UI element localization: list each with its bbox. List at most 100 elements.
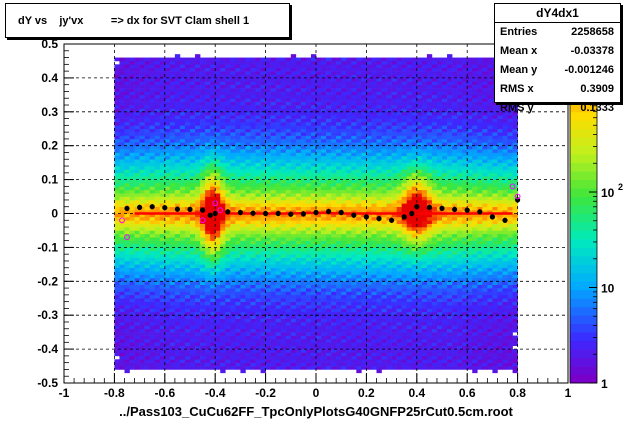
heatmap-cell bbox=[119, 298, 125, 302]
heatmap-cell bbox=[326, 335, 332, 340]
heatmap-cell bbox=[336, 162, 342, 167]
heatmap-cell bbox=[376, 94, 382, 99]
heatmap-cell bbox=[159, 81, 166, 85]
heatmap-cell bbox=[205, 230, 211, 235]
heatmap-cell bbox=[164, 121, 171, 126]
heatmap-cell bbox=[169, 57, 176, 62]
heatmap-cell bbox=[265, 328, 271, 333]
heatmap-cell bbox=[270, 57, 276, 62]
heatmap-cell bbox=[205, 155, 211, 160]
heatmap-cell bbox=[235, 352, 241, 357]
heatmap-cell bbox=[336, 128, 342, 133]
heatmap-cell bbox=[316, 271, 322, 275]
heatmap-cell bbox=[124, 271, 130, 275]
heatmap-cell bbox=[174, 220, 181, 224]
heatmap-cell bbox=[184, 159, 191, 163]
heatmap-cell bbox=[326, 138, 332, 143]
heatmap-cell bbox=[240, 325, 246, 330]
heatmap-cell bbox=[159, 366, 166, 370]
heatmap-cell bbox=[205, 345, 211, 350]
heatmap-cell bbox=[321, 267, 327, 272]
heatmap-cell bbox=[190, 132, 196, 136]
heatmap-cell bbox=[371, 288, 377, 292]
heatmap-cell bbox=[179, 260, 186, 265]
heatmap-cell bbox=[275, 169, 282, 174]
heatmap-cell bbox=[205, 94, 211, 99]
heatmap-cell bbox=[270, 355, 276, 360]
heatmap-cell bbox=[245, 142, 251, 146]
heatmap-cell bbox=[225, 176, 231, 180]
heatmap-cell bbox=[205, 298, 211, 302]
heatmap-cell bbox=[321, 345, 327, 350]
heatmap-cell bbox=[346, 366, 352, 370]
heatmap-cell bbox=[154, 274, 161, 279]
heatmap-cell bbox=[361, 176, 367, 180]
heatmap-cell bbox=[341, 328, 347, 333]
heatmap-cell bbox=[326, 182, 332, 187]
heatmap-cell bbox=[200, 128, 206, 133]
heatmap-cell bbox=[361, 237, 367, 241]
heatmap-cell bbox=[326, 145, 332, 150]
heatmap-cell bbox=[240, 74, 246, 79]
heatmap-cell bbox=[195, 277, 201, 282]
heatmap-cell bbox=[316, 281, 322, 285]
heatmap-cell bbox=[316, 216, 322, 221]
heatmap-cell bbox=[371, 57, 377, 62]
heatmap-cell bbox=[351, 111, 357, 116]
heatmap-cell bbox=[174, 240, 181, 245]
heatmap-cell bbox=[184, 169, 191, 174]
heatmap-cell bbox=[305, 305, 312, 309]
heatmap-cell bbox=[205, 98, 211, 102]
heatmap-cell bbox=[225, 189, 231, 194]
heatmap-cell bbox=[144, 240, 150, 245]
heatmap-cell bbox=[245, 257, 251, 262]
heatmap-cell bbox=[240, 118, 246, 123]
heatmap-cell bbox=[225, 145, 231, 150]
heatmap-cell bbox=[174, 182, 181, 187]
heatmap-cell bbox=[124, 60, 130, 65]
heatmap-cell bbox=[316, 169, 322, 174]
heatmap-cell bbox=[225, 81, 231, 85]
heatmap-cell bbox=[270, 210, 276, 214]
heatmap-cell bbox=[220, 67, 226, 72]
heatmap-cell bbox=[190, 311, 196, 316]
heatmap-cell bbox=[300, 264, 307, 269]
heatmap-cell bbox=[124, 328, 130, 333]
heatmap-cell bbox=[265, 244, 271, 248]
heatmap-cell bbox=[139, 128, 145, 133]
heatmap-cell bbox=[371, 67, 377, 72]
heatmap-cell bbox=[245, 115, 251, 119]
heatmap-cell bbox=[215, 359, 221, 363]
heatmap-cell bbox=[316, 162, 322, 167]
heatmap-cell bbox=[144, 311, 150, 316]
heatmap-cell bbox=[381, 193, 387, 197]
heatmap-cell bbox=[205, 67, 211, 72]
heatmap-cell bbox=[119, 125, 125, 130]
heatmap-cell bbox=[321, 145, 327, 150]
heatmap-cell bbox=[205, 121, 211, 126]
heatmap-cell bbox=[310, 54, 317, 58]
heatmap-cell bbox=[275, 176, 282, 180]
heatmap-cell bbox=[119, 291, 125, 296]
heatmap-cell bbox=[351, 179, 357, 184]
heatmap-cell bbox=[356, 338, 362, 343]
heatmap-cell bbox=[376, 142, 382, 146]
heatmap-cell bbox=[210, 254, 216, 258]
heatmap-cell bbox=[255, 321, 261, 326]
heatmap-cell bbox=[336, 193, 342, 197]
heatmap-cell bbox=[169, 149, 176, 153]
heatmap-cell bbox=[179, 318, 186, 323]
heatmap-cell bbox=[184, 247, 191, 252]
heatmap-cell bbox=[280, 111, 287, 116]
heatmap-cell bbox=[300, 105, 307, 109]
heatmap-cell bbox=[351, 220, 357, 224]
heatmap-cell bbox=[376, 210, 382, 214]
heatmap-cell bbox=[200, 88, 206, 92]
heatmap-cell bbox=[280, 267, 287, 272]
heatmap-cell bbox=[361, 281, 367, 285]
heatmap-cell bbox=[230, 98, 236, 102]
heatmap-cell bbox=[381, 355, 387, 360]
heatmap-cell bbox=[316, 247, 322, 252]
heatmap-cell bbox=[250, 91, 256, 96]
heatmap-cell bbox=[260, 345, 266, 350]
